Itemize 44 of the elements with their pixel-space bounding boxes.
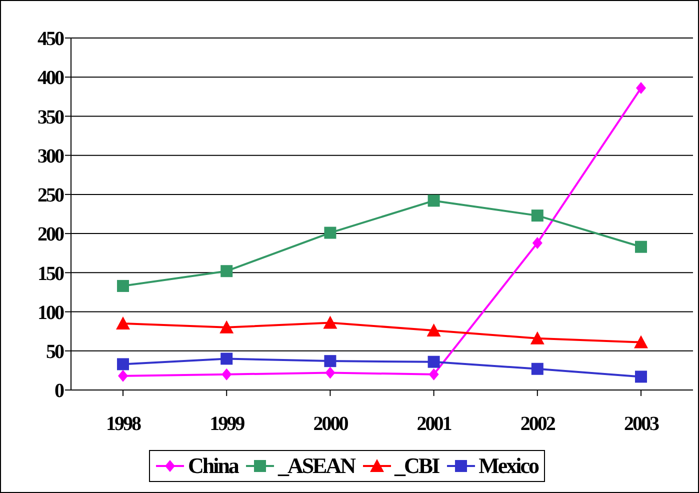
- point: [532, 236, 542, 249]
- point: [531, 362, 544, 375]
- legend-label: _CBI: [394, 453, 439, 479]
- y-tick-label: 200: [38, 224, 64, 246]
- point: [636, 82, 646, 94]
- x-tick-label: 1998: [106, 413, 142, 436]
- point: [635, 240, 647, 253]
- y-tick-label: 250: [38, 184, 64, 207]
- y-tick-label: 0: [54, 380, 64, 402]
- y-tick-label: 150: [38, 262, 64, 285]
- point: [220, 320, 234, 334]
- point: [428, 194, 440, 207]
- point: [531, 210, 544, 222]
- point: [117, 358, 129, 370]
- point: [530, 331, 544, 344]
- point: [428, 368, 439, 380]
- y-tick-label: 50: [46, 340, 64, 363]
- legend-label: Mexico: [478, 453, 538, 479]
- point: [116, 316, 130, 330]
- point: [222, 368, 232, 380]
- x-tick-label: 2000: [313, 413, 349, 436]
- legend-label: China: [188, 453, 238, 479]
- y-tick-label: 400: [38, 67, 64, 90]
- point: [323, 316, 338, 329]
- point: [220, 352, 233, 365]
- y-tick-label: 350: [38, 106, 64, 128]
- x-tick-label: 1999: [210, 413, 246, 436]
- point: [325, 366, 336, 379]
- legend-label: _ASEAN: [278, 453, 355, 479]
- point: [324, 226, 336, 239]
- point: [428, 356, 440, 368]
- point: [117, 280, 129, 292]
- point: [426, 324, 441, 337]
- x-tick-label: 2003: [624, 413, 660, 436]
- point: [220, 265, 233, 278]
- point: [634, 335, 648, 348]
- x-tick-label: 2001: [416, 413, 452, 436]
- point: [324, 355, 336, 368]
- y-tick-label: 300: [38, 145, 64, 168]
- point: [118, 370, 128, 382]
- y-tick-label: 100: [38, 302, 64, 324]
- y-tick-label: 450: [38, 28, 64, 50]
- x-tick-label: 2002: [520, 413, 556, 436]
- point: [635, 370, 647, 383]
